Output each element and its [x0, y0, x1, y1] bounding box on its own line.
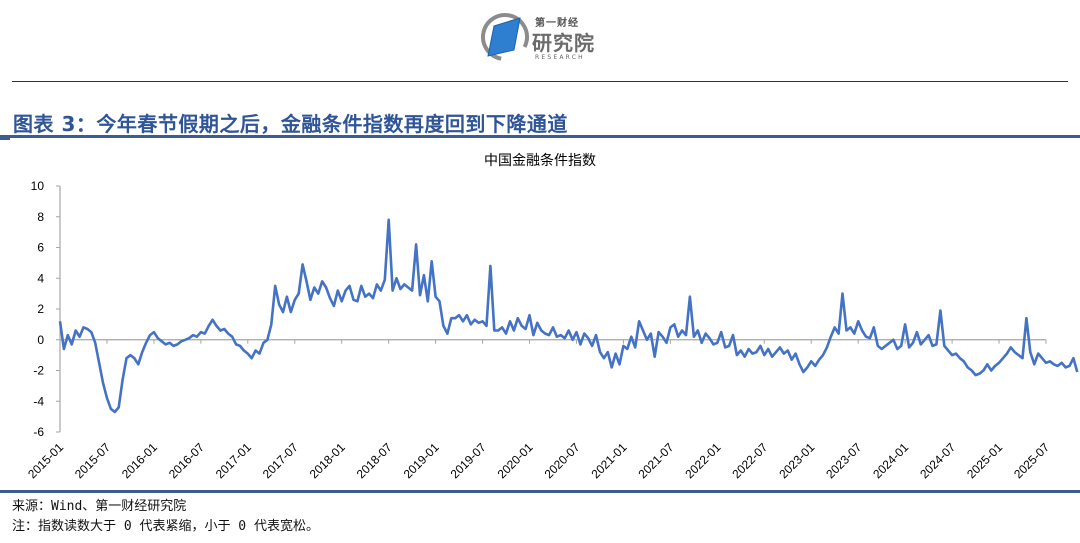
y-tick-label: -2 [33, 364, 44, 378]
x-tick-label: 2025-07 [1011, 440, 1052, 481]
x-tick-label: 2018-07 [354, 440, 395, 481]
header-divider [12, 81, 1068, 82]
x-tick-label: 2023-01 [776, 440, 817, 481]
y-tick-label: -6 [33, 425, 44, 439]
logo-emblem-icon [481, 13, 529, 61]
x-tick-label: 2015-07 [72, 440, 113, 481]
x-tick-label: 2021-01 [589, 440, 630, 481]
x-tick-label: 2019-01 [401, 440, 442, 481]
x-tick-label: 2023-07 [823, 440, 864, 481]
y-tick-label: 4 [37, 271, 44, 285]
y-tick-label: 8 [37, 210, 44, 224]
title-underline [0, 135, 1080, 138]
series-line [58, 218, 1079, 414]
x-tick-label: 2017-01 [213, 440, 254, 481]
chart-title: 中国金融条件指数 [484, 152, 596, 169]
y-tick-label: 6 [37, 241, 44, 255]
title-underline-accent [0, 138, 10, 140]
x-tick-label: 2025-01 [964, 440, 1005, 481]
logo-brand-text: 第一财经 [535, 18, 579, 29]
research-logo: 第一财经 研究院 RESEARCH [480, 10, 610, 65]
x-tick-label: 2016-07 [166, 440, 207, 481]
x-tick-label: 2024-01 [870, 440, 911, 481]
footer-divider [0, 490, 1080, 493]
note-text: 注：指数读数大于 0 代表紧缩，小于 0 代表宽松。 [12, 519, 319, 534]
x-axis: 2015-01 2015-07 2016-01 2016-07 2017-01 2017-… [25, 339, 1052, 481]
x-tick-label: 2022-01 [682, 440, 723, 481]
x-tick-label: 2016-01 [119, 440, 160, 481]
y-tick-label: 2 [37, 302, 44, 316]
x-tick-label: 2020-07 [542, 440, 583, 481]
y-tick-label: 0 [37, 333, 44, 347]
logo-research-text: RESEARCH [535, 54, 585, 61]
logo-name-text: 研究院 [532, 31, 595, 55]
y-tick-label: -4 [33, 394, 44, 408]
y-axis: 10 8 6 4 2 0 -2 -4 -6 [31, 179, 61, 439]
x-tick-label: 2018-01 [307, 440, 348, 481]
x-tick-label: 2019-07 [448, 440, 489, 481]
x-tick-label: 2021-07 [635, 440, 676, 481]
source-text: 来源：Wind、第一财经研究院 [12, 499, 187, 514]
x-tick-label: 2024-07 [917, 440, 958, 481]
x-tick-label: 2020-01 [495, 440, 536, 481]
x-tick-label: 2015-01 [25, 440, 66, 481]
y-tick-label: 10 [31, 179, 45, 193]
figure-title: 图表 3：今年春节假期之后，金融条件指数再度回到下降通道 [13, 112, 568, 136]
x-tick-label: 2022-07 [729, 440, 770, 481]
x-tick-label: 2017-07 [260, 440, 301, 481]
